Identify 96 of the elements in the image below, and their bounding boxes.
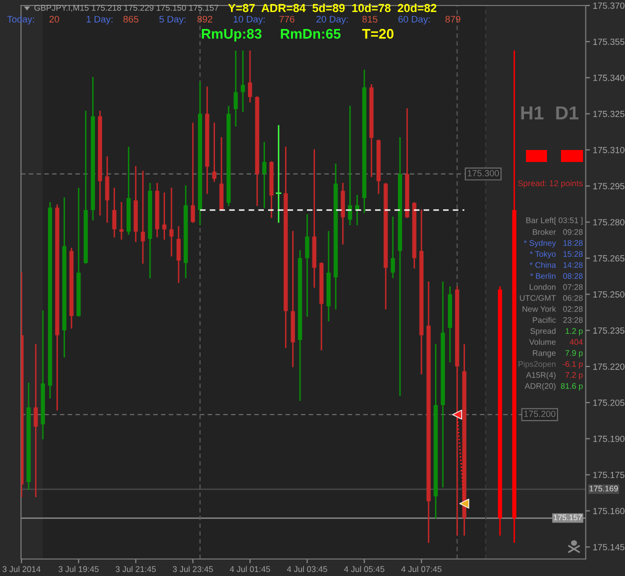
annotation: 09:28 — [563, 229, 583, 235]
ref-line-label: 175.169 — [590, 486, 618, 492]
annotation: 14:28 — [563, 262, 583, 268]
annotation: 1 Day: — [86, 16, 112, 24]
annotation: UTC/GMT — [520, 294, 556, 301]
candlestick — [240, 50, 245, 112]
y-tick-label: 175.175 — [593, 472, 624, 478]
annotation: -6.1 p — [562, 361, 583, 368]
annotation: 865 — [123, 16, 138, 23]
ref-line-label: 175.300 — [468, 170, 499, 176]
y-tick-label: 175.370 — [593, 2, 624, 9]
annotation: 81.6 p — [560, 383, 583, 390]
annotation: A15R(4) — [526, 372, 556, 380]
x-tick-label: 3 Jul 19:45 — [58, 566, 99, 572]
candlestick — [262, 142, 266, 208]
annotation: * Berlin — [530, 272, 556, 279]
candlestick — [34, 344, 38, 498]
annotation: 02:28 — [563, 306, 583, 312]
x-tick-label: 4 Jul 01:45 — [230, 566, 270, 572]
annotation: * Sydney — [524, 240, 556, 248]
y-tick-label: 175.340 — [593, 74, 624, 82]
candlestick — [112, 188, 116, 238]
annotation: D1 — [556, 106, 578, 120]
annotation: Volume — [529, 338, 556, 345]
y-tick-label: 175.250 — [593, 291, 624, 298]
candlestick — [162, 192, 166, 240]
annotation: Range — [532, 350, 556, 358]
annotation: 815 — [362, 16, 378, 23]
candlestick — [276, 125, 282, 223]
annotation: 06:28 — [563, 295, 583, 301]
annotation: RmUp:83 — [202, 28, 262, 42]
candlestick — [140, 170, 145, 264]
y-tick-label: 175.325 — [593, 110, 624, 118]
annotation: 18:28 — [563, 240, 583, 246]
y-tick-label: 175.265 — [593, 255, 624, 262]
annotation: Pips2open — [518, 360, 556, 368]
x-tick-label: 3 Jul 23:45 — [172, 566, 213, 572]
annotation: 23:28 — [563, 317, 583, 323]
annotation: 1.2 p — [566, 328, 583, 336]
annotation: 879 — [445, 16, 460, 23]
y-tick-label: 175.145 — [593, 544, 624, 550]
x-tick-label: 4 Jul 05:45 — [344, 566, 384, 572]
annotation: 7.9 p — [566, 350, 583, 358]
annotation: 20 Day: — [316, 16, 348, 24]
annotation: 7.2 p — [566, 372, 583, 380]
annotation: 776 — [279, 16, 294, 23]
y-tick-label: 175.310 — [593, 146, 624, 154]
annotation: Pacific — [532, 316, 556, 323]
annotation: 404 — [570, 339, 583, 345]
y-tick-label: 175.355 — [593, 38, 624, 45]
annotation: Today: — [7, 16, 34, 24]
candlestick — [305, 214, 310, 317]
candlestick — [348, 106, 352, 226]
annotation: ADR(20) — [524, 382, 556, 390]
annotation: GBPJPY.I,M15 175.218 175.229 175.150 175.157 — [34, 4, 218, 12]
x-tick-label: 3 Jul 21:45 — [116, 566, 156, 572]
ref-line-label: 175.157 — [554, 514, 582, 520]
annotation: London — [530, 284, 556, 290]
candlestick — [190, 122, 195, 223]
y-tick-label: 175.160 — [593, 508, 624, 514]
annotation: 15:28 — [563, 251, 583, 257]
y-tick-label: 175.235 — [593, 327, 624, 334]
candlestick — [234, 50, 238, 127]
annotation: Bar Left[ 03:51 ] — [526, 217, 582, 225]
ref-line-label: 175.200 — [524, 410, 556, 417]
annotation: RmDn:65 — [280, 28, 341, 39]
candlestick — [248, 50, 252, 102]
candlestick — [176, 226, 181, 283]
annotation: * Tokyo — [530, 250, 556, 258]
y-tick-label: 175.190 — [593, 436, 624, 442]
annotation: 5 Day: — [159, 16, 186, 24]
annotation: New York — [522, 306, 556, 312]
annotation: Broker — [532, 228, 556, 235]
candlestick — [355, 194, 360, 226]
y-tick-label: 175.205 — [593, 400, 624, 406]
y-tick-label: 175.220 — [593, 363, 624, 370]
x-tick-label: 3 Jul 2014 — [2, 566, 40, 572]
annotation: 10 Day: — [234, 16, 265, 24]
annotation: * China — [530, 262, 556, 268]
y-tick-label: 175.280 — [593, 219, 624, 226]
annotation: 60 Day: — [398, 16, 430, 24]
annotation: Y=87 ADR=84 5d=89 10d=78 20d=82 — [228, 4, 436, 12]
annotation: 20 — [49, 16, 60, 23]
annotation: 08:28 — [563, 273, 583, 279]
annotation: Spread — [530, 328, 556, 336]
x-tick-label: 4 Jul 03:45 — [286, 566, 328, 572]
candlestick — [212, 122, 216, 182]
annotation: 07:28 — [563, 284, 583, 290]
y-tick-label: 175.295 — [593, 183, 624, 190]
candlestick — [390, 216, 395, 278]
annotation: H1 — [521, 106, 544, 120]
x-tick-label: 4 Jul 07:45 — [401, 566, 442, 572]
annotation: 892 — [197, 16, 212, 23]
candlestick — [169, 188, 174, 256]
annotation: Spread: 12 points — [518, 180, 583, 188]
annotation: T=20 — [362, 28, 394, 39]
